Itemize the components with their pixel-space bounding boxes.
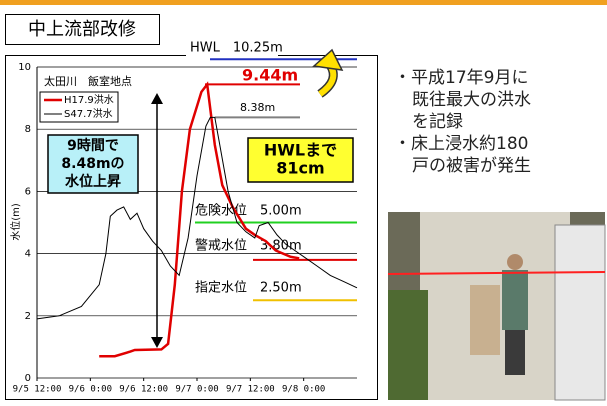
x-tick-label: 9/7 12:00 <box>226 385 275 395</box>
x-tick-label: 9/6 0:00 <box>69 385 112 395</box>
slide-title: 中上流部改修 <box>28 19 136 40</box>
bullet-text: 戸の被害が発生 <box>412 156 531 176</box>
bullet-text: ・床上浸水約180 <box>394 134 528 154</box>
series-line <box>99 81 300 358</box>
annotation-text: HWLまで <box>264 141 337 160</box>
bullet-text: 既往最大の洪水 <box>412 90 531 110</box>
chart-subtitle: 太田川 飯室地点 <box>44 74 132 88</box>
x-tick-label: 9/7 0:00 <box>175 385 218 395</box>
legend-label: S47.7洪水 <box>64 108 113 120</box>
y-tick-label: 2 <box>25 311 31 322</box>
x-tick-label: 9/8 0:00 <box>282 385 325 395</box>
legend-label: H17.9洪水 <box>64 94 114 106</box>
x-tick-label: 9/5 12:00 <box>13 385 62 395</box>
reference-label: 8.38m <box>240 101 275 114</box>
annotation-text: 81cm <box>276 159 324 178</box>
bullet-text: ・平成17年9月に <box>394 68 528 88</box>
reference-label: 指定水位 2.50m <box>195 281 302 296</box>
reference-label: HWL 10.25m <box>190 41 283 56</box>
annotation-text: 8.48mの <box>61 156 124 172</box>
photo <box>387 212 606 401</box>
annotation-text: 9時間で <box>67 137 119 154</box>
label-bg <box>186 39 278 57</box>
y-tick-label: 4 <box>25 249 31 260</box>
reference-label: 9.44m <box>242 66 298 85</box>
reference-label: 警戒水位 3.80m <box>195 238 302 254</box>
curved-arrow-head <box>312 48 344 71</box>
annotation-box <box>47 134 139 194</box>
annotation-text: 水位上昇 <box>65 173 121 190</box>
reference-label: 危険水位 5.00m <box>195 204 302 219</box>
y-axis-label: 水位(m) <box>9 203 22 241</box>
y-tick-label: 10 <box>18 62 31 73</box>
annotation-box <box>247 137 354 183</box>
series-line <box>36 116 358 320</box>
legend-box <box>39 91 119 123</box>
y-tick-label: 0 <box>25 373 31 384</box>
y-tick-label: 6 <box>25 186 31 197</box>
bullet-text: を記録 <box>412 112 463 132</box>
title-box <box>5 14 160 45</box>
top-bar <box>0 0 607 5</box>
y-tick-label: 8 <box>25 124 31 135</box>
x-tick-label: 9/6 12:00 <box>119 385 168 395</box>
